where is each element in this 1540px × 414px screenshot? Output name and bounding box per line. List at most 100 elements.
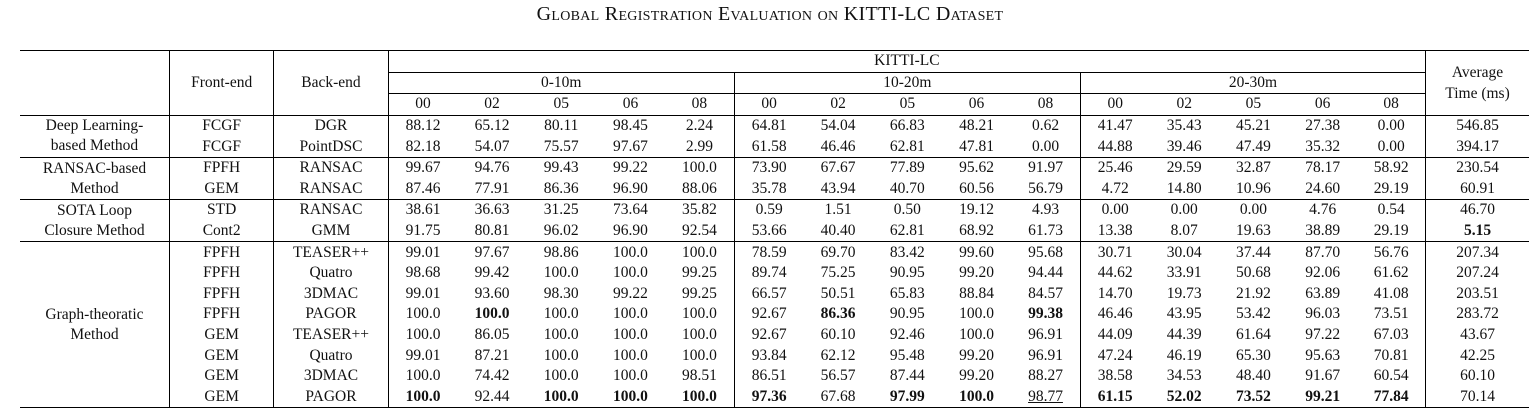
value-cell: 40.40 [803, 220, 873, 243]
table-row: GEM Quatro 99.01 87.21 100.0 100.0 100.0 93.84 6… [20, 345, 1529, 366]
value-cell: 73.90 [751, 159, 787, 177]
front-end-cell: FPFH [169, 304, 275, 325]
category-line: Graph-theoratic [45, 305, 144, 323]
value-cell: 67.67 [820, 159, 856, 177]
value-cell: 86.05 [474, 326, 510, 344]
value-cell: 66.83 [889, 117, 925, 135]
value-cell: 30.71 [1097, 243, 1133, 261]
value-cell: 44.88 [1080, 136, 1150, 158]
value-cell: 100.0 [543, 346, 579, 364]
back-end-cell: RANSAC [273, 157, 389, 179]
avg-time-cell: 42.25 [1425, 345, 1529, 366]
value-cell: 73.52 [1218, 386, 1289, 409]
header-avg-time: Average Time (ms) [1425, 50, 1529, 116]
value-cell: 83.42 [889, 243, 925, 261]
value-cell: 92.67 [751, 326, 787, 344]
header-seq-row: 00 02 05 06 08 00 02 05 06 08 00 02 05 06 08 [20, 93, 1529, 116]
value-cell: 58.92 [1373, 159, 1409, 177]
value-cell: 99.01 [405, 284, 441, 302]
back-end-cell: RANSAC [273, 178, 389, 201]
value-cell: 87.21 [474, 346, 510, 364]
back-end-cell: Quatro [273, 262, 389, 284]
value-cell: 14.80 [1149, 178, 1219, 201]
value-cell: 0.00 [1170, 201, 1198, 219]
value-cell: 99.20 [959, 264, 994, 282]
value-cell: 99.01 [405, 346, 441, 364]
value-cell: 53.42 [1235, 305, 1271, 323]
avg-time-line1: Average [1451, 63, 1504, 81]
value-cell: 73.64 [613, 201, 648, 219]
header-seq: 02 [457, 93, 527, 116]
value-cell: 99.38 [1011, 304, 1081, 325]
value-cell: 100.0 [543, 305, 579, 323]
value-cell: 0.62 [1011, 115, 1081, 137]
header-seq: 00 [1080, 93, 1150, 116]
value-cell: 100.0 [665, 345, 735, 366]
value-cell: 78.59 [751, 243, 787, 261]
underlined-value: 98.77 [1028, 387, 1063, 405]
value-cell: 45.21 [1235, 117, 1271, 135]
value-cell: 69.70 [820, 243, 856, 261]
value-cell: 100.0 [405, 367, 441, 385]
table-row: FCGF PointDSC 82.18 54.07 75.57 97.67 2.99 61.5… [20, 136, 1529, 158]
value-cell: 92.06 [1305, 264, 1341, 282]
value-cell: 0.00 [1011, 136, 1081, 158]
value-cell: 44.62 [1097, 264, 1133, 282]
header-seq: 08 [1011, 93, 1081, 116]
value-cell: 91.75 [388, 220, 458, 243]
value-cell: 35.43 [1166, 117, 1202, 135]
header-seq: 08 [665, 93, 735, 116]
back-end-cell: PAGOR [273, 304, 389, 325]
value-cell: 14.70 [1097, 284, 1133, 302]
value-cell: 44.09 [1097, 326, 1133, 344]
back-end-cell: GMM [273, 220, 389, 243]
value-cell: 38.89 [1288, 220, 1358, 243]
value-cell: 99.20 [959, 346, 994, 364]
back-end-cell: RANSAC [273, 199, 389, 221]
category-line: Closure Method [44, 221, 145, 239]
value-cell: 65.30 [1235, 346, 1271, 364]
table-row: RANSAC-based Method FPFH RANSAC 99.67 94.76 99… [20, 157, 1529, 201]
value-cell: 96.03 [1305, 305, 1341, 323]
category-line: based Method [50, 137, 139, 155]
value-cell: 96.90 [595, 220, 666, 243]
value-cell: 98.30 [543, 284, 579, 302]
value-cell: 90.95 [889, 305, 925, 323]
table-row: Cont2 GMM 91.75 80.81 96.02 96.90 92.54 53.66 40… [20, 220, 1529, 243]
value-cell: 19.73 [1166, 284, 1202, 302]
value-cell: 38.58 [1097, 367, 1133, 385]
value-cell: 88.27 [1011, 365, 1081, 387]
avg-time-cell: 43.67 [1425, 324, 1529, 346]
value-cell: 21.92 [1235, 284, 1271, 302]
value-cell: 54.04 [820, 117, 856, 135]
value-cell: 63.89 [1305, 284, 1341, 302]
value-cell: 43.95 [1166, 305, 1202, 323]
table-body: Deep Learning-based Method FCGF DGR 88.12 65… [20, 115, 1529, 409]
value-cell: 61.58 [734, 136, 804, 158]
value-cell: 91.67 [1305, 367, 1341, 385]
value-cell: 99.43 [543, 159, 579, 177]
value-cell: 73.51 [1373, 305, 1409, 323]
value-cell: 74.42 [474, 367, 510, 385]
value-cell: 62.81 [872, 136, 942, 158]
value-cell: 60.10 [820, 326, 856, 344]
value-cell: 88.12 [405, 117, 441, 135]
value-cell: 99.22 [613, 159, 648, 177]
value-cell: 100.0 [543, 264, 579, 282]
value-cell: 100.0 [613, 367, 648, 385]
value-cell: 67.03 [1373, 326, 1409, 344]
avg-time-cell: 207.24 [1425, 262, 1529, 284]
front-end-cell: FPFH [169, 157, 275, 179]
value-cell: 100.0 [959, 326, 994, 344]
value-cell: 2.24 [665, 115, 735, 137]
value-cell: 98.51 [665, 365, 735, 387]
category-line: Method [70, 179, 119, 197]
value-cell: 68.92 [941, 220, 1012, 243]
value-cell: 1.51 [824, 201, 852, 219]
avg-time-cell: 60.91 [1425, 178, 1529, 201]
value-cell: 62.12 [820, 346, 856, 364]
value-cell: 34.53 [1166, 367, 1202, 385]
header-range-0-10: 0-10m [388, 72, 735, 95]
value-cell: 99.01 [405, 243, 441, 261]
value-cell: 4.72 [1080, 178, 1150, 201]
